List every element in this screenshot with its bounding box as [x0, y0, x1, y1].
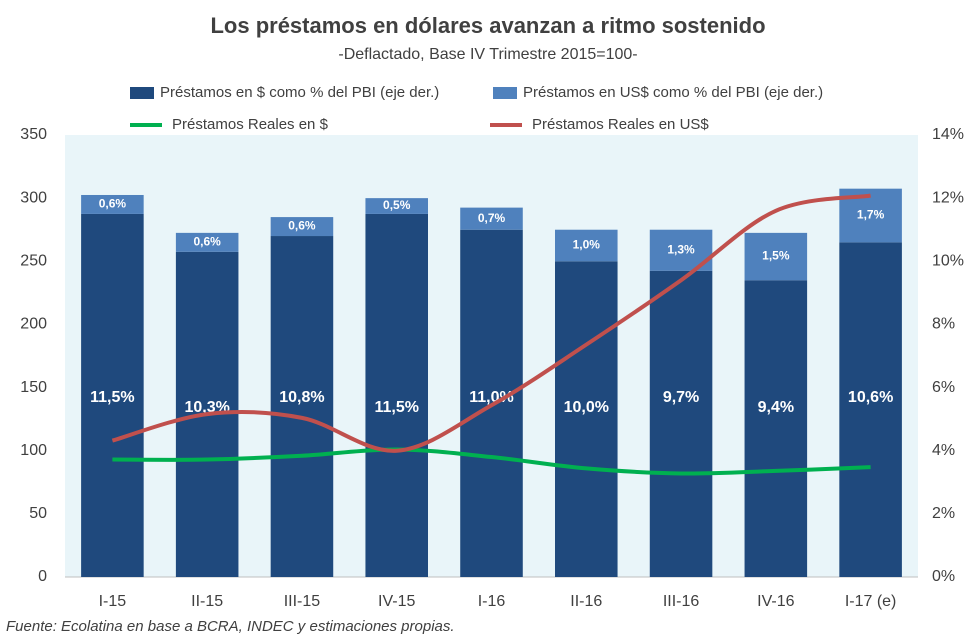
x-tick-label: II-16 [570, 593, 602, 610]
x-tick-label: III-16 [663, 593, 700, 610]
bar [270, 236, 334, 577]
y2-tick-label: 2% [932, 505, 955, 522]
bar [270, 217, 334, 237]
y2-tick-label: 0% [932, 568, 955, 585]
bar [365, 198, 428, 214]
line-series [111, 193, 871, 453]
bar-value-label: 11,5% [90, 389, 134, 406]
bar-value-label: 0,6% [193, 235, 221, 249]
bar [175, 232, 239, 252]
y-tick-label: 350 [20, 126, 47, 143]
bar-value-label: 11,0% [469, 389, 513, 406]
bar [744, 232, 808, 281]
y-tick-label: 100 [20, 442, 47, 459]
line-series [112, 447, 871, 476]
x-tick-label: IV-16 [757, 593, 794, 610]
legend-label: Préstamos Reales en $ [172, 116, 329, 133]
bar-value-label: 0,6% [288, 219, 316, 233]
y-tick-label: 250 [20, 253, 47, 270]
bar [81, 213, 144, 577]
bar-value-label: 1,7% [857, 208, 885, 222]
bar-value-label: 10,8% [279, 389, 324, 406]
bar-value-label: 1,0% [573, 238, 601, 252]
legend-label: Préstamos en $ como % del PBI (eje der.) [160, 84, 439, 101]
y-tick-label: 300 [20, 189, 47, 206]
y-tick-label: 200 [20, 316, 47, 333]
x-tick-label: IV-15 [378, 593, 415, 610]
bar-value-label: 0,7% [478, 211, 506, 225]
bar-value-label: 0,5% [383, 198, 411, 212]
bar [365, 213, 428, 577]
x-tick-label: III-15 [284, 593, 321, 610]
y2-tick-label: 8% [932, 316, 955, 333]
legend-swatch [493, 87, 517, 99]
bar-value-label: 1,3% [667, 242, 695, 256]
x-tick-label: I-15 [99, 593, 127, 610]
bar [460, 207, 523, 230]
bar-value-label: 0,6% [99, 197, 127, 211]
y2-tick-label: 6% [932, 379, 955, 396]
y-tick-label: 150 [20, 379, 47, 396]
bar-value-label: 9,7% [663, 389, 699, 406]
bar [839, 242, 902, 578]
legend-swatch [130, 87, 154, 99]
chart-subtitle: -Deflactado, Base IV Trimestre 2015=100- [338, 46, 637, 63]
bar-value-label: 1,5% [762, 249, 790, 263]
y-tick-label: 50 [29, 505, 47, 522]
bar [649, 270, 713, 577]
bar [81, 194, 144, 214]
x-tick-label: I-16 [478, 593, 506, 610]
y2-tick-label: 10% [932, 253, 964, 270]
y2-tick-label: 12% [932, 189, 964, 206]
source-note: Fuente: Ecolatina en base a BCRA, INDEC … [6, 618, 455, 635]
bar [555, 261, 618, 577]
bar [555, 229, 618, 262]
chart-title: Los préstamos en dólares avanzan a ritmo… [210, 13, 765, 38]
x-tick-label: II-15 [191, 593, 223, 610]
x-tick-label: I-17 (e) [845, 593, 897, 610]
legend-label: Préstamos en US$ como % del PBI (eje der… [523, 84, 823, 101]
bar-value-label: 9,4% [758, 399, 794, 416]
bar-value-label: 10,6% [848, 389, 893, 406]
y-tick-label: 0 [38, 568, 47, 585]
bar [744, 280, 808, 577]
bar-value-label: 10,0% [564, 399, 609, 416]
y2-tick-label: 4% [932, 442, 955, 459]
y2-tick-label: 14% [932, 126, 964, 143]
legend-label: Préstamos Reales en US$ [532, 116, 709, 133]
bar-value-label: 11,5% [374, 399, 418, 416]
